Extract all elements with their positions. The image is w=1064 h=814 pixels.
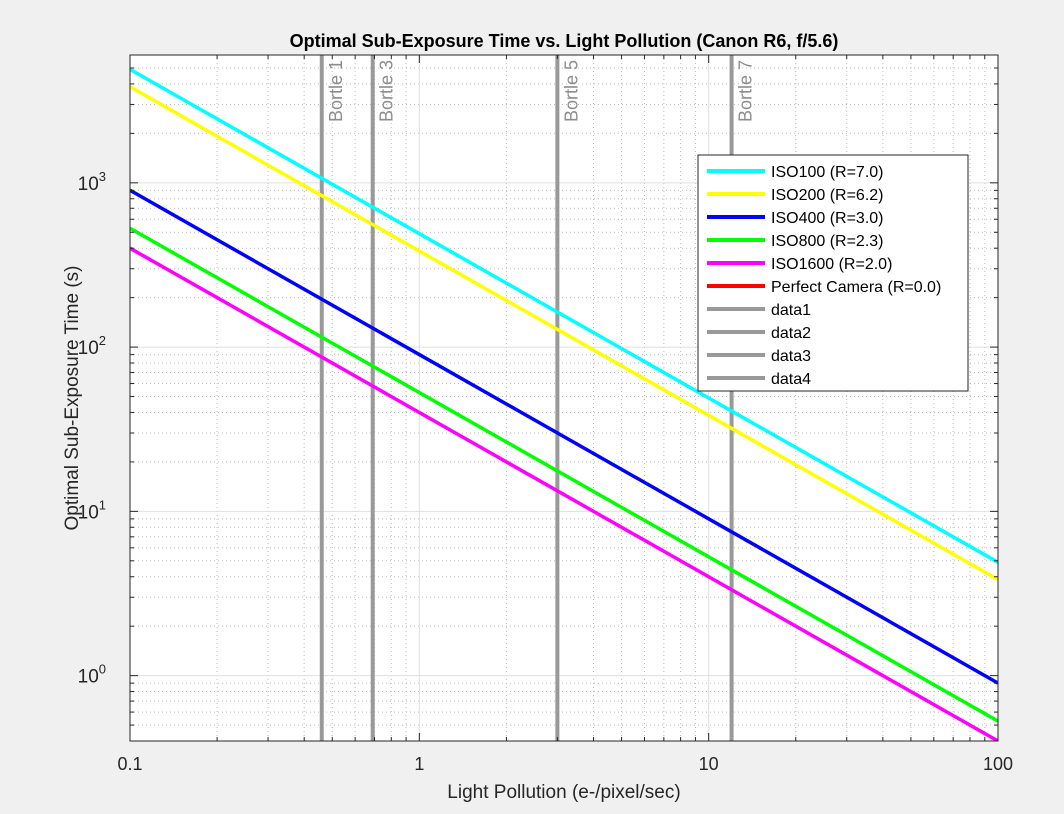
- y-tick-label: 101: [78, 497, 106, 523]
- series-lines: [130, 67, 998, 741]
- legend-label: data1: [771, 302, 811, 319]
- x-tick-label: 100: [983, 754, 1013, 774]
- legend-label: ISO100 (R=7.0): [771, 164, 884, 181]
- legend-label: ISO1600 (R=2.0): [771, 256, 892, 273]
- legend[interactable]: ISO100 (R=7.0) ISO200 (R=6.2) ISO400 (R=3.…: [697, 154, 969, 392]
- bortle-label: Bortle 3: [377, 60, 397, 122]
- y-axis-label: Optimal Sub-Exposure Time (s): [62, 265, 83, 530]
- legend-label: ISO400 (R=3.0): [771, 210, 884, 227]
- series-line: [130, 226, 998, 723]
- legend-label: data4: [771, 371, 811, 388]
- legend-label: ISO800 (R=2.3): [771, 233, 884, 250]
- bortle-lines: Bortle 1 Bortle 3 Bortle 5 Bortle 7: [319, 55, 756, 741]
- bortle-label: Bortle 7: [736, 60, 756, 122]
- legend-label: data2: [771, 325, 811, 342]
- legend-label: data3: [771, 348, 811, 365]
- axis-ticks: [129, 54, 998, 742]
- x-axis-label: Light Pollution (e-/pixel/sec): [447, 782, 680, 803]
- x-tick-labels: 0.1 1 10 100: [117, 754, 1013, 774]
- y-tick-label: 103: [78, 169, 106, 195]
- legend-label: ISO200 (R=6.2): [771, 187, 884, 204]
- bortle-label: Bortle 5: [561, 60, 581, 122]
- series-line: [130, 67, 998, 564]
- series-line: [130, 85, 998, 582]
- y-tick-label: 100: [78, 662, 106, 688]
- bortle-label: Bortle 1: [326, 60, 346, 122]
- x-tick-label: 1: [414, 754, 424, 774]
- chart-title: Optimal Sub-Exposure Time vs. Light Poll…: [290, 31, 839, 51]
- x-tick-label: 10: [699, 754, 719, 774]
- x-tick-label: 0.1: [117, 754, 142, 774]
- y-tick-labels: 100 101 102 103: [78, 169, 106, 688]
- legend-label: Perfect Camera (R=0.0): [771, 279, 941, 296]
- y-tick-label: 102: [78, 333, 106, 359]
- series-line: [130, 188, 998, 685]
- plot-frame: [129, 54, 999, 742]
- series-line: [130, 246, 998, 741]
